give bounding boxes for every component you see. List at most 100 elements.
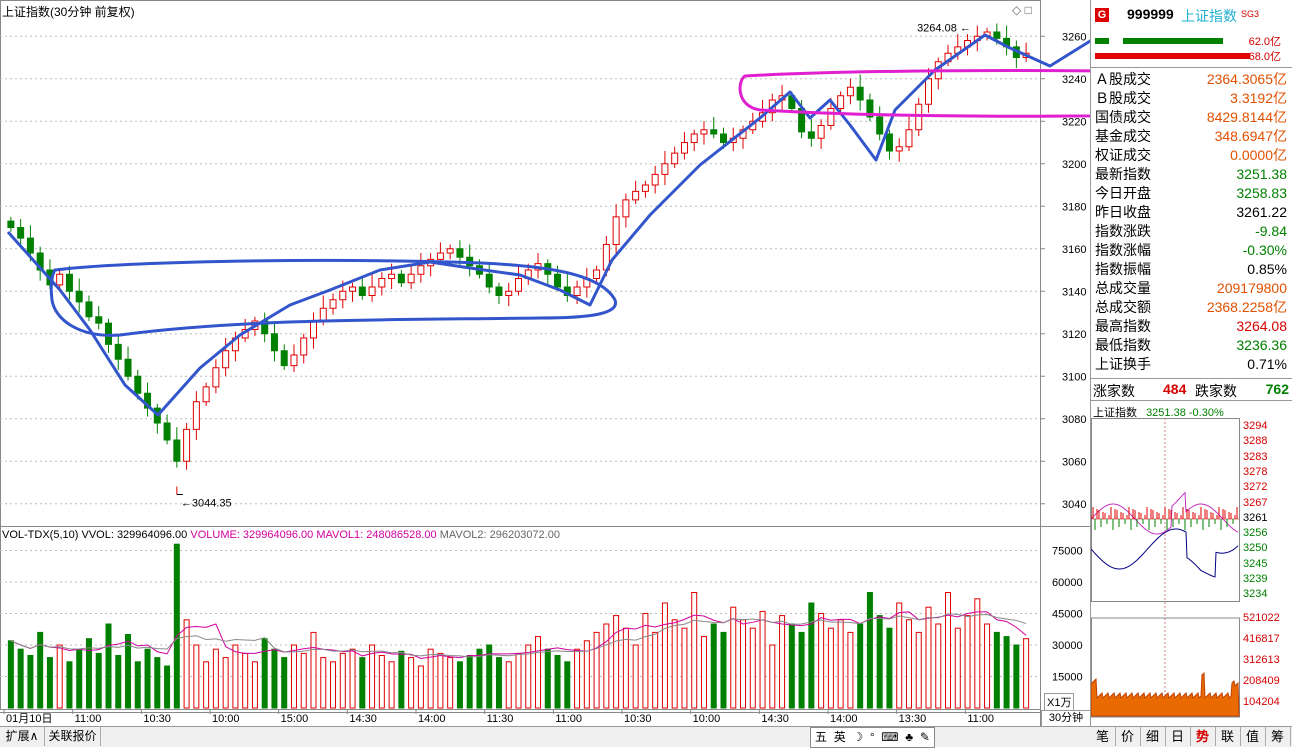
- right-tab-4[interactable]: 势: [1190, 727, 1216, 746]
- candle-body: [895, 146, 903, 152]
- sg-badge: SG3: [1241, 9, 1260, 19]
- mini-chart-header: 上证指数 3251.38 -0.30%: [1093, 404, 1224, 420]
- quote-row-value: 3258.83: [1236, 185, 1287, 201]
- candle-body: [192, 401, 200, 430]
- ime-english-icon: 英: [833, 730, 846, 744]
- quote-row-value: 2368.2258亿: [1206, 299, 1287, 315]
- volume-bar: [613, 615, 620, 709]
- volume-bar: [652, 631, 659, 709]
- volume-bar: [700, 636, 707, 709]
- volume-bar: [993, 631, 1000, 709]
- volume-bar: [886, 627, 893, 709]
- x-tick-label: 10:00: [212, 713, 240, 725]
- chart-corner-icons[interactable]: ◇ □: [1012, 3, 1032, 17]
- candle-body: [212, 367, 220, 388]
- mini-vol-frame: [1091, 617, 1240, 718]
- candle-body: [183, 428, 191, 462]
- right-tab-2[interactable]: 细: [1140, 727, 1166, 746]
- candle-body: [134, 375, 142, 394]
- volume-bar: [710, 623, 717, 709]
- tab-related-quotes[interactable]: 关联报价: [45, 727, 101, 746]
- axes: 3040 3060 3080 3100 3120 3140 3160 3180 3200 3220…: [3, 23, 1086, 725]
- candle-body: [485, 273, 493, 288]
- volume-bar: [866, 592, 873, 709]
- candle-body: [456, 248, 464, 258]
- volume-bar: [7, 640, 14, 709]
- volume-bar: [17, 648, 24, 709]
- quote-row: 指数涨跌 -9.84: [1095, 222, 1289, 241]
- volume-bar: [769, 644, 776, 709]
- ime-toolbar[interactable]: 五 英 ☽ ° ⌨ ♣ ✎: [810, 727, 935, 748]
- volume-bar: [1013, 644, 1020, 709]
- candle-body: [173, 439, 181, 462]
- candle-body: [846, 86, 854, 97]
- price-grid: [0, 0, 1090, 726]
- mini-price-tick: 3245: [1243, 557, 1268, 570]
- volume-bar: [447, 657, 454, 709]
- candle-body: [417, 265, 425, 275]
- tab-expand[interactable]: 扩展∧: [0, 727, 45, 746]
- mini-price-tick: 3239: [1243, 573, 1268, 585]
- volume-bar: [144, 648, 151, 709]
- volume-bar: [925, 606, 932, 709]
- volume-bar: [827, 627, 834, 709]
- down-label: 跌家数: [1195, 383, 1237, 399]
- right-tab-6[interactable]: 值: [1240, 727, 1266, 746]
- quote-row: Ａ股成交 2364.3065亿: [1095, 70, 1289, 89]
- volume-bar: [125, 634, 132, 709]
- volume-bar: [46, 657, 53, 709]
- right-tab-3[interactable]: 日: [1165, 727, 1191, 746]
- volume-bar: [242, 652, 249, 709]
- candle-body: [515, 278, 522, 292]
- volume-bar: [798, 631, 805, 709]
- mini-vol-tick: 208409: [1243, 675, 1280, 687]
- diamond-icon[interactable]: ◇: [1012, 3, 1022, 17]
- x-tick-label: 10:00: [693, 713, 721, 725]
- quote-row-label: 今日开盘: [1095, 185, 1151, 201]
- x-tick-label: 11:00: [967, 713, 994, 725]
- quote-row-label: 权证成交: [1095, 147, 1151, 163]
- down-value: 762: [1265, 381, 1289, 397]
- volume-bar: [905, 619, 912, 709]
- kline-chart[interactable]: 3040 3060 3080 3100 3120 3140 3160 3180 3200 3220…: [0, 0, 1090, 746]
- volume-bar: [261, 638, 268, 709]
- mini-change: -0.30%: [1188, 407, 1224, 419]
- candle-body: [56, 273, 64, 286]
- candle-body: [65, 273, 73, 292]
- volume-bar: [1003, 636, 1010, 709]
- quote-row-value: -9.84: [1255, 223, 1287, 239]
- g-icon: G: [1095, 8, 1109, 22]
- ime-keyboard-icon: ⌨: [881, 730, 899, 744]
- candle-body: [700, 129, 708, 135]
- quote-row-value: 2364.3065亿: [1206, 71, 1287, 87]
- bar-top-label: 62.0亿: [1248, 36, 1281, 48]
- candle-body: [641, 184, 649, 192]
- quote-row-value: 3264.08: [1236, 318, 1287, 334]
- volume-bar: [349, 648, 356, 709]
- mini-intraday-chart[interactable]: [1091, 418, 1292, 718]
- mini-price-tick: 3294: [1243, 420, 1268, 432]
- right-tab-0[interactable]: 笔: [1090, 727, 1116, 746]
- right-tab-7[interactable]: 筹: [1265, 727, 1291, 746]
- right-tab-1[interactable]: 价: [1115, 727, 1141, 746]
- mavol2-value: MAVOL2: 296203072.00: [439, 529, 560, 541]
- volume-bar: [164, 665, 171, 709]
- right-tab-5[interactable]: 联: [1215, 727, 1241, 746]
- volume-bar: [466, 655, 473, 709]
- volume-bar: [193, 644, 200, 709]
- vol-tick-label: 45000: [1052, 609, 1083, 621]
- volume-bar: [661, 602, 668, 709]
- y-tick-label: 3200: [1062, 159, 1086, 171]
- volume-bar: [740, 619, 747, 709]
- square-icon[interactable]: □: [1024, 3, 1032, 17]
- candle-body: [300, 337, 308, 356]
- mini-vol-tick: 521022: [1243, 612, 1280, 624]
- volume-bar: [310, 631, 317, 709]
- period-selector[interactable]: 30分钟: [1041, 710, 1091, 727]
- quote-row-value: 8429.8144亿: [1206, 109, 1287, 125]
- quote-row-label: 指数振幅: [1095, 261, 1151, 277]
- candle-body: [7, 220, 15, 228]
- quote-row: 总成交量 209179800: [1095, 279, 1289, 298]
- candle-body: [671, 152, 679, 165]
- volume-bar: [671, 619, 678, 709]
